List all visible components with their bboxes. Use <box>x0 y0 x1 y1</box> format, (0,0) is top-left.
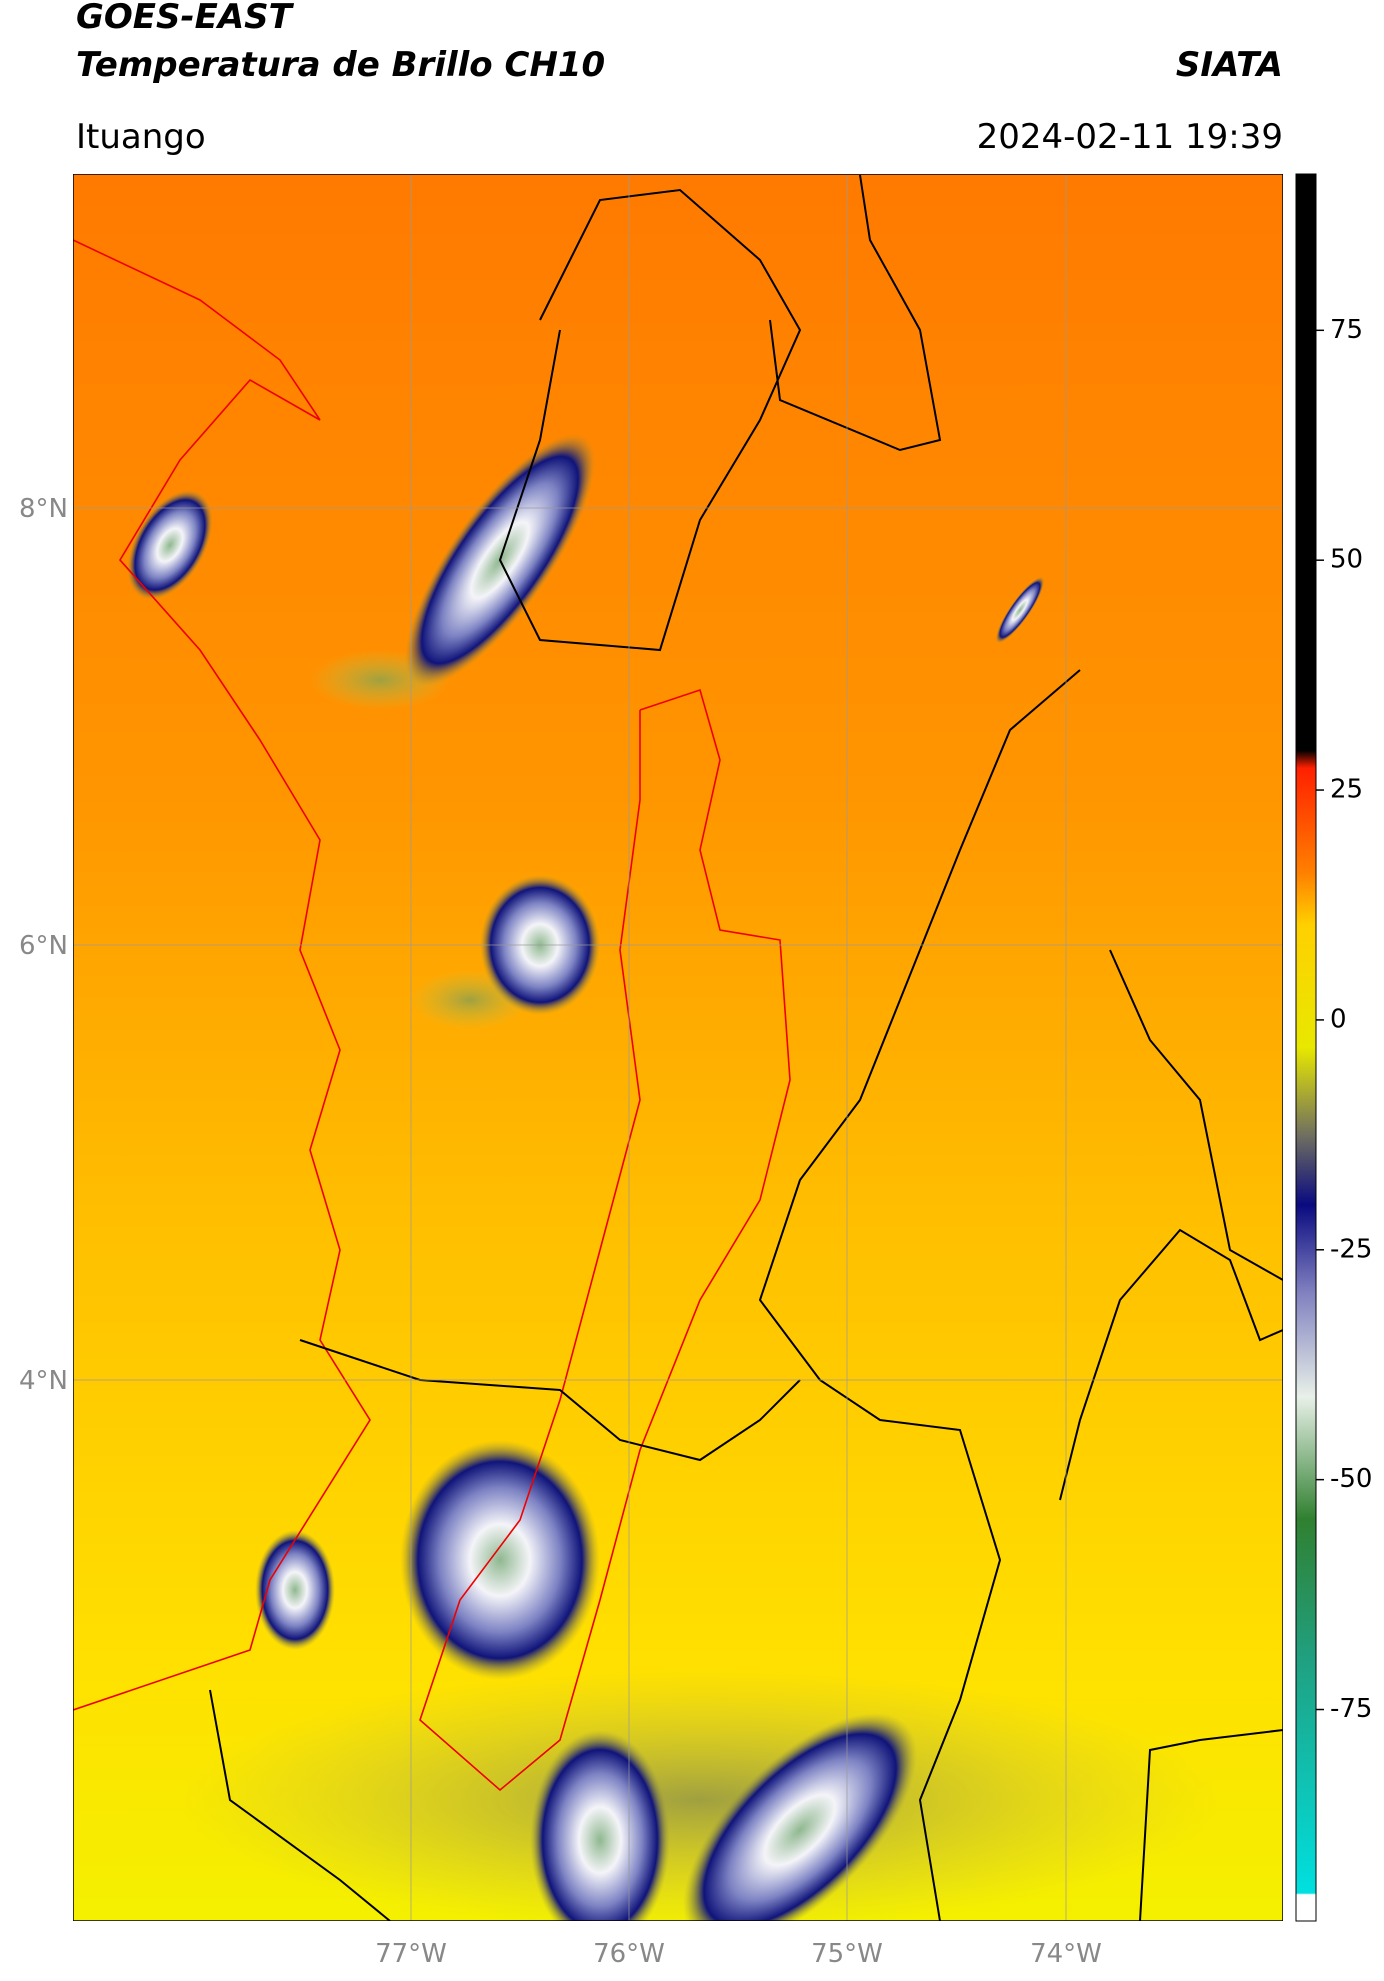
map-background <box>73 174 1283 1921</box>
map <box>73 174 1283 1921</box>
colorbar-tick-label: 0 <box>1330 1004 1347 1034</box>
lat-label: 4°N <box>19 1366 68 1396</box>
lon-label: 77°W <box>375 1939 447 1969</box>
basin-outline <box>419 688 791 1792</box>
border <box>498 188 802 652</box>
border <box>209 1689 391 1921</box>
cloud <box>255 1530 335 1650</box>
title-line1: GOES-EAST <box>76 0 295 37</box>
colorbar-tick-label: -25 <box>1330 1234 1372 1264</box>
lon-label: 76°W <box>593 1939 665 1969</box>
cloud <box>127 490 213 600</box>
border <box>1109 949 1283 1281</box>
title-line2: Temperatura de Brillo CH10 <box>76 45 605 85</box>
border <box>769 174 942 452</box>
border <box>1139 1729 1283 1921</box>
cloud <box>995 576 1045 644</box>
datetime: 2024-02-11 19:39 <box>977 117 1283 157</box>
lon-label: 75°W <box>811 1939 883 1969</box>
lat-label: 6°N <box>19 931 68 961</box>
cloud <box>530 1730 670 1921</box>
border <box>758 669 1081 1921</box>
lon-label: 74°W <box>1030 1939 1102 1969</box>
colorbar-ticks: 75 50 25 0 -25 -50 -75 <box>1316 315 1372 1724</box>
border <box>1059 1228 1283 1501</box>
location: Ituango <box>76 117 206 157</box>
brand: SIATA <box>1176 45 1283 85</box>
colorbar-tick-label: 75 <box>1330 315 1363 345</box>
colorbar-tick-label: 25 <box>1330 775 1363 805</box>
cloud <box>400 1440 600 1680</box>
haze <box>180 1670 1220 1921</box>
colorbar-tick-label: -50 <box>1330 1464 1372 1494</box>
graticule <box>73 174 1283 1921</box>
coastline <box>73 239 371 1711</box>
colorbar <box>1295 173 1317 1922</box>
colorbar-tick-label: 50 <box>1330 545 1363 575</box>
cloud <box>682 1712 918 1921</box>
colorbar-tick-label: -75 <box>1330 1694 1372 1724</box>
lat-label: 8°N <box>19 494 68 524</box>
